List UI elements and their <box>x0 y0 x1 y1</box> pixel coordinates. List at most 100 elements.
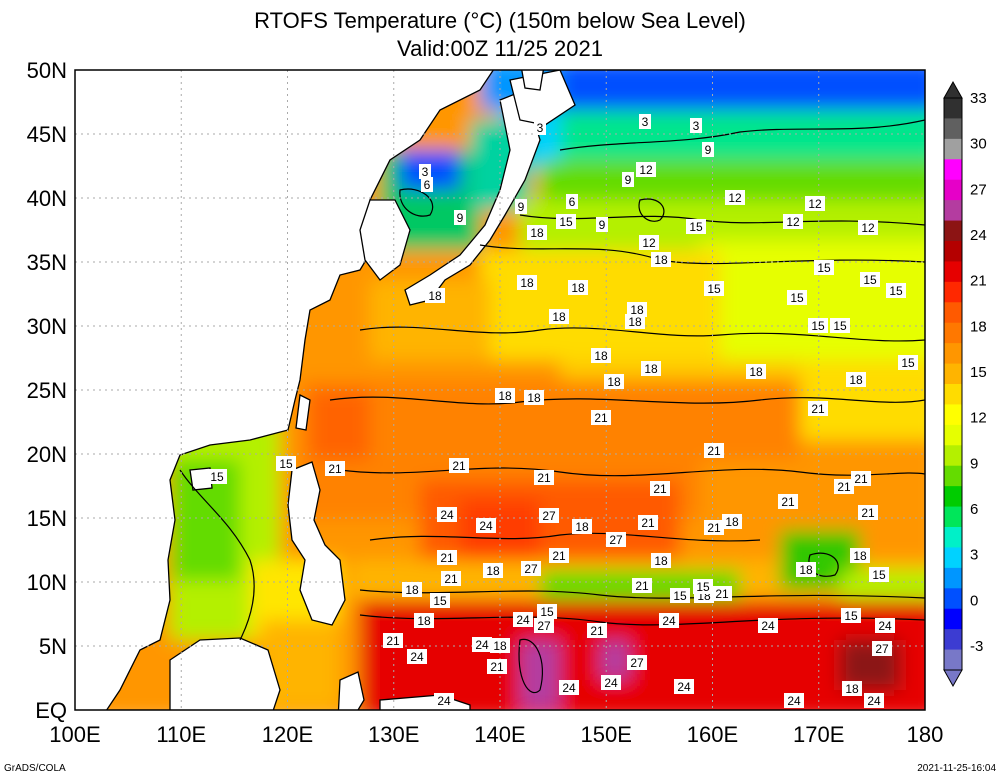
contour-label: 12 <box>636 162 656 177</box>
svg-text:15: 15 <box>790 291 804 305</box>
contour-label: 18 <box>625 314 645 329</box>
contour-label: 15 <box>830 318 850 333</box>
svg-text:9: 9 <box>625 173 632 187</box>
svg-text:15: 15 <box>863 273 877 287</box>
svg-text:24: 24 <box>437 694 451 708</box>
svg-text:18: 18 <box>493 639 507 653</box>
contour-label: 24 <box>434 693 454 708</box>
contour-label: 21 <box>591 410 611 425</box>
colorbar-swatch <box>944 424 962 446</box>
svg-text:18: 18 <box>530 226 544 240</box>
svg-text:18: 18 <box>498 389 512 403</box>
latitude-label: 25N <box>27 378 67 403</box>
colorbar-swatch <box>944 649 962 671</box>
contour-label: 18 <box>850 548 870 563</box>
svg-text:21: 21 <box>781 495 795 509</box>
svg-text:24: 24 <box>787 694 801 708</box>
colorbar-swatch <box>944 281 962 303</box>
svg-text:15: 15 <box>696 580 710 594</box>
contour-label: 24 <box>476 518 496 533</box>
contour-label: 15 <box>556 214 576 229</box>
contour-label: 24 <box>784 693 804 708</box>
contour-label: 18 <box>604 374 624 389</box>
contour-label: 18 <box>627 302 647 317</box>
contour-label: 18 <box>495 388 515 403</box>
contour-label: 15 <box>898 355 918 370</box>
colorbar-tick-label: -3 <box>970 638 983 655</box>
svg-text:21: 21 <box>861 506 875 520</box>
contour-label: 21 <box>712 586 732 601</box>
svg-text:18: 18 <box>628 315 642 329</box>
contour-label: 27 <box>534 618 554 633</box>
contour-label: 15 <box>537 604 557 619</box>
colorbar-swatch <box>944 241 962 262</box>
svg-text:24: 24 <box>677 680 691 694</box>
colorbar-swatch <box>944 118 962 140</box>
colorbar-swatch <box>944 363 962 385</box>
svg-text:24: 24 <box>867 694 881 708</box>
svg-text:15: 15 <box>279 457 293 471</box>
svg-text:15: 15 <box>210 470 224 484</box>
colorbar-tick-label: 15 <box>970 364 987 381</box>
contour-label: 15 <box>693 579 713 594</box>
svg-text:18: 18 <box>571 281 585 295</box>
latitude-label: 20N <box>27 442 67 467</box>
colorbar-swatch <box>944 138 962 160</box>
contour-label: 24 <box>674 679 694 694</box>
contour-label: 24 <box>513 612 533 627</box>
contour-label: 21 <box>383 633 403 648</box>
svg-text:18: 18 <box>486 564 500 578</box>
svg-text:18: 18 <box>428 289 442 303</box>
svg-text:21: 21 <box>715 587 729 601</box>
colorbar-tick-label: 3 <box>970 547 978 564</box>
longitude-label: 100E <box>49 722 100 747</box>
svg-text:21: 21 <box>490 660 504 674</box>
longitude-label: 170E <box>793 722 844 747</box>
svg-text:21: 21 <box>707 521 721 535</box>
contour-label: 9 <box>515 199 527 214</box>
contour-label: 18 <box>490 638 510 653</box>
contour-label: 15 <box>704 281 724 296</box>
contour-label: 18 <box>524 390 544 405</box>
svg-text:27: 27 <box>537 619 551 633</box>
contour-label: 9 <box>454 210 466 225</box>
colorbar-swatch <box>944 608 962 630</box>
svg-text:18: 18 <box>520 276 534 290</box>
svg-text:24: 24 <box>479 519 493 533</box>
contour-label: 18 <box>483 563 503 578</box>
svg-text:18: 18 <box>575 520 589 534</box>
contour-label: 15 <box>207 469 227 484</box>
svg-text:24: 24 <box>878 619 892 633</box>
colorbar-swatch <box>944 465 962 487</box>
svg-text:15: 15 <box>433 594 447 608</box>
contour-label: 24 <box>472 637 492 652</box>
contour-label: 9 <box>596 217 608 232</box>
svg-text:24: 24 <box>662 614 676 628</box>
svg-text:27: 27 <box>542 509 556 523</box>
contour-label: 15 <box>841 608 861 623</box>
contour-label: 21 <box>638 515 658 530</box>
svg-text:9: 9 <box>599 218 606 232</box>
svg-text:18: 18 <box>849 373 863 387</box>
contour-label: 6 <box>421 177 433 192</box>
contour-label: 27 <box>539 508 559 523</box>
latitude-label: 35N <box>27 250 67 275</box>
contour-label: 21 <box>534 470 554 485</box>
svg-text:21: 21 <box>328 462 342 476</box>
svg-text:18: 18 <box>417 614 431 628</box>
svg-text:21: 21 <box>386 634 400 648</box>
contour-label: 24 <box>407 649 427 664</box>
latitude-label: EQ <box>35 698 67 723</box>
svg-text:9: 9 <box>705 143 712 157</box>
svg-text:18: 18 <box>799 563 813 577</box>
svg-text:15: 15 <box>901 356 915 370</box>
svg-text:18: 18 <box>594 349 608 363</box>
latitude-label: 10N <box>27 570 67 595</box>
contour-label: 15 <box>808 318 828 333</box>
svg-text:15: 15 <box>811 319 825 333</box>
longitude-label: 180 <box>907 722 944 747</box>
contour-label: 18 <box>402 582 422 597</box>
contour-label: 24 <box>875 618 895 633</box>
contour-label: 12 <box>805 196 825 211</box>
